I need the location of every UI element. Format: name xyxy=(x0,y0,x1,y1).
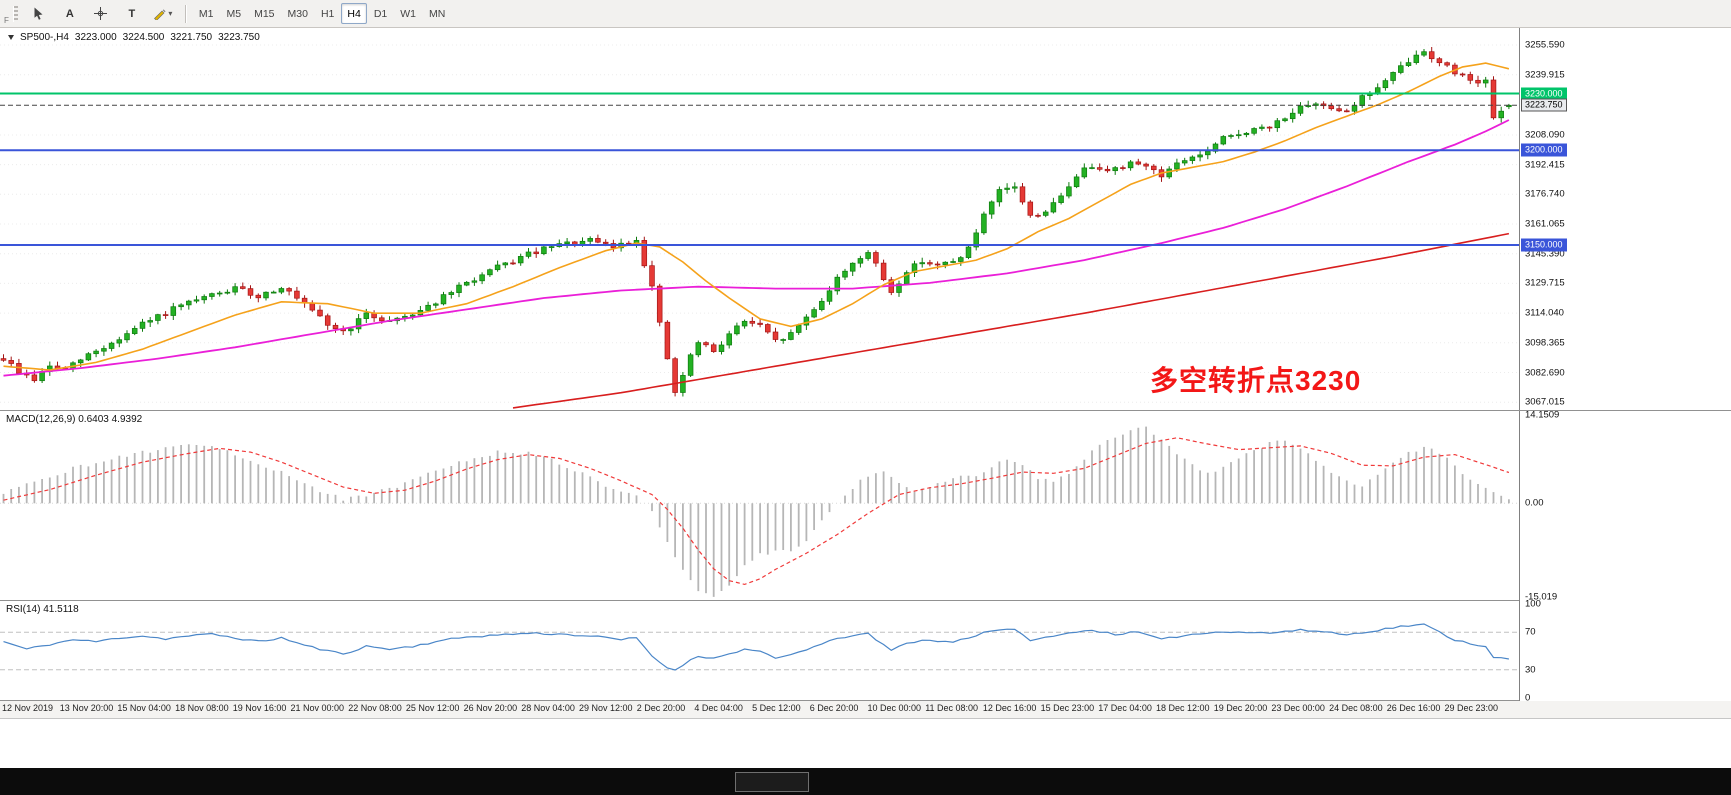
toolbar-separator xyxy=(184,4,186,23)
drawing-tools-group: A T ▾ xyxy=(24,2,178,25)
rsi-panel: RSI(14) 41.5118 100 70 30 0 xyxy=(0,598,1731,704)
date-axis-label: 6 Dec 20:00 xyxy=(809,703,859,713)
rsi-title: RSI(14) 41.5118 xyxy=(6,604,79,615)
price-scale-label: 3129.715 xyxy=(1525,277,1565,289)
legend-symbol: SP500-,H4 xyxy=(20,32,69,43)
date-axis-label: 24 Dec 08:00 xyxy=(1329,703,1383,713)
cursor-tool-button[interactable] xyxy=(24,2,54,25)
macd-title: MACD(12,26,9) 0.6403 4.9392 xyxy=(6,414,143,425)
macd-scale-label: 0.00 xyxy=(1525,497,1544,509)
rsi-canvas[interactable] xyxy=(0,601,1519,701)
legend-collapse-icon[interactable] xyxy=(8,35,14,40)
price-tag: 3223.750 xyxy=(1521,98,1567,112)
timeframe-button-M5[interactable]: M5 xyxy=(226,7,242,20)
rsi-scale-label: 70 xyxy=(1525,626,1536,638)
dropdown-arrow-icon: ▾ xyxy=(168,9,173,18)
taskbar xyxy=(0,768,1731,795)
date-axis-label: 5 Dec 12:00 xyxy=(752,703,801,713)
date-axis[interactable]: 12 Nov 2019 13 Nov 20:00 15 Nov 04:00 18 No… xyxy=(0,700,1731,719)
cursor-icon xyxy=(33,7,44,20)
timeframe-button-H1[interactable]: H1 xyxy=(320,7,335,20)
macd-scale-label: 14.1509 xyxy=(1525,409,1560,421)
date-axis-label: 28 Nov 04:00 xyxy=(521,703,575,713)
legend-high: 3224.500 xyxy=(122,32,165,43)
date-axis-label: 15 Nov 04:00 xyxy=(117,703,171,713)
macd-scale-label: -15.019 xyxy=(1525,591,1558,603)
price-scale-label: 3098.365 xyxy=(1525,337,1565,349)
timeframe-button-M30[interactable]: M30 xyxy=(287,7,308,20)
main-chart-canvas[interactable] xyxy=(0,28,1519,410)
date-axis-label: 29 Nov 12:00 xyxy=(579,703,633,713)
timeframe-button-W1[interactable]: W1 xyxy=(400,7,417,20)
text-tool-button[interactable]: T xyxy=(128,7,136,20)
date-axis-label: 18 Dec 12:00 xyxy=(1156,703,1210,713)
date-axis-label: 4 Dec 04:00 xyxy=(694,703,743,713)
crosshair-tool-button[interactable] xyxy=(86,2,116,25)
top-toolbar: F A T ▾ M1 M5 M15 M30 H1 H4 D1 W1 MN xyxy=(0,0,1731,28)
rsi-scale-label: 0 xyxy=(1525,692,1531,704)
rsi-scale-label: 100 xyxy=(1525,598,1541,610)
date-axis-label: 22 Nov 08:00 xyxy=(348,703,402,713)
price-tag: 3200.000 xyxy=(1521,143,1567,157)
date-axis-label: 19 Nov 16:00 xyxy=(232,703,287,713)
draw-objects-button[interactable]: ▾ xyxy=(148,2,178,25)
date-axis-label: 15 Dec 23:00 xyxy=(1040,703,1095,713)
main-chart-panel: SP500-,H4 3223.000 3224.500 3221.750 322… xyxy=(0,28,1731,410)
chart-legend: SP500-,H4 3223.000 3224.500 3221.750 322… xyxy=(8,32,260,43)
legend-low: 3221.750 xyxy=(170,32,213,43)
price-scale[interactable]: 3255.590 3239.915 3208.090 3192.415 3176.740… xyxy=(1519,28,1731,410)
date-axis-label: 26 Dec 16:00 xyxy=(1386,703,1441,713)
timeframe-group: M1 M5 M15 M30 H1 H4 D1 W1 MN xyxy=(193,3,451,24)
rsi-scale[interactable]: 100 70 30 0 xyxy=(1519,598,1731,704)
timeframe-button-MN[interactable]: MN xyxy=(429,7,446,20)
rsi-scale-label: 30 xyxy=(1525,664,1536,676)
date-axis-label: 23 Dec 00:00 xyxy=(1271,703,1325,713)
price-scale-label: 3114.040 xyxy=(1525,307,1564,319)
price-scale-label: 3239.915 xyxy=(1525,69,1565,81)
date-axis-label: 11 Dec 08:00 xyxy=(925,703,979,713)
price-scale-label: 3255.590 xyxy=(1525,39,1565,51)
pencil-icon xyxy=(153,7,166,20)
macd-panel: MACD(12,26,9) 0.6403 4.9392 14.1509 0.00 -… xyxy=(0,409,1731,603)
taskbar-window-button[interactable] xyxy=(735,772,809,792)
timeframe-button-H4[interactable]: H4 xyxy=(341,3,367,24)
date-axis-label: 26 Nov 20:00 xyxy=(463,703,518,713)
timeframe-button-M15[interactable]: M15 xyxy=(254,7,275,20)
text-annotation-button[interactable]: A xyxy=(65,7,74,20)
timeframe-button-M1[interactable]: M1 xyxy=(198,7,214,20)
price-scale-label: 3176.740 xyxy=(1525,188,1565,200)
price-scale-label: 3082.690 xyxy=(1525,367,1565,378)
date-axis-label: 2 Dec 20:00 xyxy=(636,703,686,713)
timeframe-button-D1[interactable]: D1 xyxy=(373,7,388,20)
date-axis-label: 13 Nov 20:00 xyxy=(59,703,114,713)
legend-open: 3223.000 xyxy=(74,32,117,43)
price-scale-label: 3192.415 xyxy=(1525,159,1565,171)
price-scale-label: 3161.065 xyxy=(1525,218,1565,230)
price-scale-label: 3145.390 xyxy=(1525,248,1565,260)
date-axis-label: 25 Nov 12:00 xyxy=(405,703,460,713)
macd-canvas[interactable] xyxy=(0,411,1519,601)
date-axis-label: 21 Nov 00:00 xyxy=(290,703,345,713)
date-axis-label: 18 Nov 08:00 xyxy=(175,703,229,713)
toolbar-grip-handle[interactable] xyxy=(12,5,18,22)
date-axis-label: 12 Nov 2019 xyxy=(2,703,54,713)
date-axis-label: 17 Dec 04:00 xyxy=(1098,703,1152,713)
price-scale-label: 3208.090 xyxy=(1525,129,1565,141)
price-scale-label: 3067.015 xyxy=(1525,396,1565,408)
macd-scale[interactable]: 14.1509 0.00 -15.019 xyxy=(1519,409,1731,603)
price-tag: 3150.000 xyxy=(1521,238,1567,252)
date-axis-label: 12 Dec 16:00 xyxy=(982,703,1037,713)
crosshair-icon xyxy=(94,7,108,20)
date-axis-label: 10 Dec 00:00 xyxy=(867,703,922,713)
date-axis-label: 19 Dec 20:00 xyxy=(1213,703,1268,713)
toolbar-letter: F xyxy=(4,16,9,25)
date-axis-label: 29 Dec 23:00 xyxy=(1444,703,1499,713)
legend-close: 3223.750 xyxy=(218,32,260,43)
